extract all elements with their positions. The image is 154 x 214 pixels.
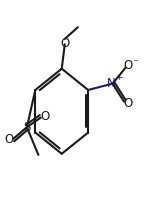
Text: N: N xyxy=(107,77,116,90)
Text: O: O xyxy=(124,59,133,73)
Text: O: O xyxy=(41,110,50,123)
Text: S: S xyxy=(23,121,31,134)
Text: O: O xyxy=(4,134,14,146)
Text: ⁻: ⁻ xyxy=(133,58,138,68)
Text: O: O xyxy=(123,97,132,110)
Text: +: + xyxy=(115,73,122,82)
Text: O: O xyxy=(60,37,69,50)
